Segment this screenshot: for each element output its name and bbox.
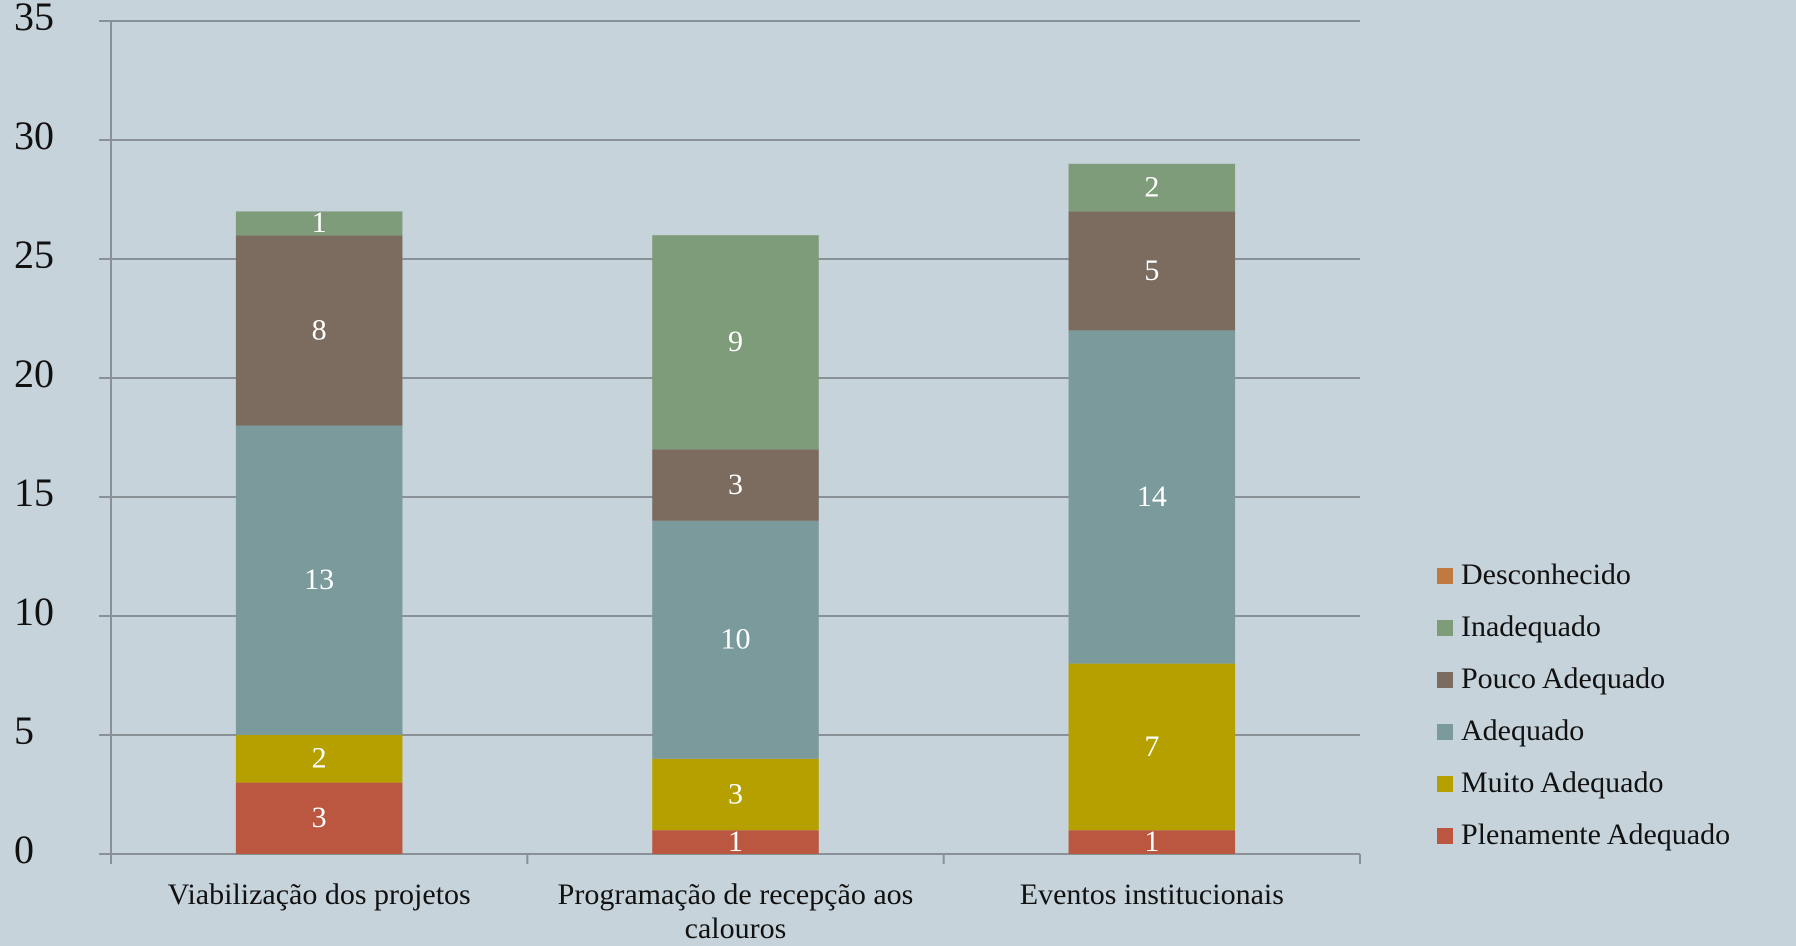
data-label: 10 (721, 623, 751, 656)
x-tick-label: Viabilização dos projetos (167, 878, 471, 911)
data-label: 13 (304, 563, 334, 596)
bar-segment (235, 211, 403, 236)
y-tick-label: 35 (14, 0, 54, 39)
y-tick-label: 5 (14, 708, 34, 753)
legend-swatch (1437, 672, 1453, 688)
bar-segment (235, 782, 403, 854)
bar-segment (1068, 663, 1236, 831)
data-label: 3 (728, 468, 743, 501)
data-label: 2 (312, 742, 327, 775)
data-label: 3 (728, 777, 743, 810)
legend-label: Pouco Adequado (1461, 662, 1665, 695)
data-label: 2 (1144, 170, 1159, 203)
x-tick-label: Eventos institucionais (1019, 878, 1284, 911)
bar-segment (1068, 830, 1236, 854)
bar-segment (1068, 163, 1236, 212)
y-tick-label: 30 (14, 113, 54, 158)
data-label: 3 (312, 801, 327, 834)
data-label: 7 (1144, 730, 1159, 763)
legend-swatch (1437, 724, 1453, 740)
data-label: 1 (312, 206, 327, 239)
y-tick-label: 10 (14, 589, 54, 634)
x-tick-label: Programação de recepção aos calouros (557, 878, 914, 945)
bar-segment (652, 830, 819, 854)
bar-segment (652, 235, 819, 450)
legend-swatch (1437, 620, 1453, 636)
y-tick-label: 15 (14, 470, 54, 515)
legend-label: Muito Adequado (1461, 766, 1664, 799)
data-label: 14 (1137, 480, 1167, 513)
legend-label: Adequado (1461, 714, 1584, 747)
data-label: 8 (312, 313, 327, 346)
data-label: 1 (728, 825, 743, 858)
y-tick-label: 25 (14, 232, 54, 277)
data-label: 5 (1144, 254, 1159, 287)
legend-swatch (1437, 776, 1453, 792)
bar-segment (652, 758, 819, 831)
bar-segment (235, 235, 403, 426)
legend-label: Plenamente Adequado (1461, 818, 1730, 851)
bar-segment (652, 520, 819, 759)
data-label: 9 (728, 325, 743, 358)
y-tick-label: 0 (14, 827, 34, 872)
data-label: 1 (1144, 825, 1159, 858)
legend-label: Desconhecido (1461, 558, 1631, 591)
legend-swatch (1437, 828, 1453, 844)
legend-swatch (1437, 568, 1453, 584)
bar-segment (1068, 211, 1236, 331)
y-tick-label: 20 (14, 351, 54, 396)
bar-segment (1068, 330, 1236, 664)
bar-segment (235, 425, 403, 735)
bar-segment (235, 735, 403, 783)
bar-segment (652, 449, 819, 521)
legend-label: Inadequado (1461, 610, 1601, 643)
